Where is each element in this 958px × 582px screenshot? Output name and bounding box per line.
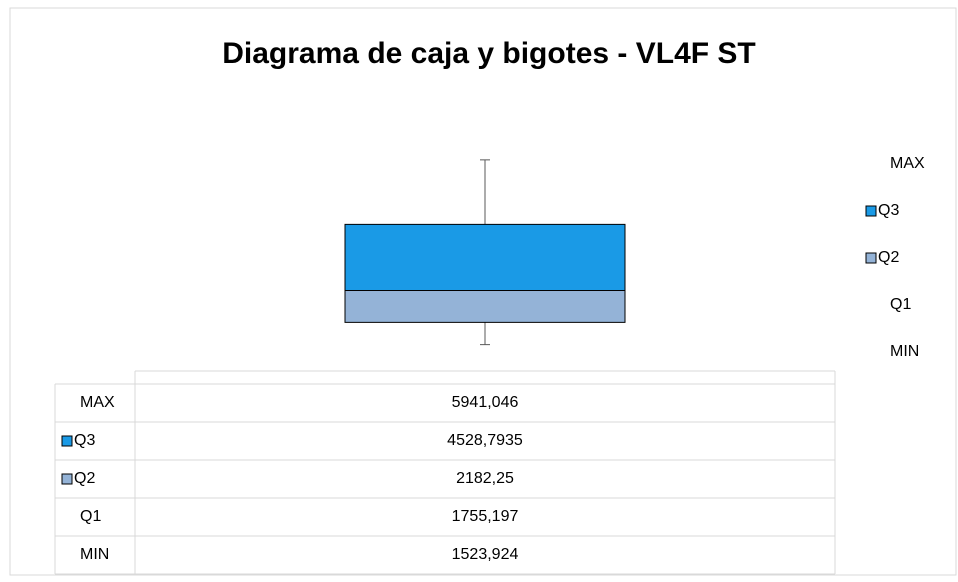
table-row-label: MIN (80, 546, 109, 563)
box-q3 (344, 223, 626, 292)
legend-label: Q3 (878, 202, 899, 219)
legend-label: MAX (890, 155, 925, 172)
legend-label: MIN (890, 343, 919, 360)
table-value: 5941,046 (452, 394, 519, 411)
table-row-label: Q1 (80, 508, 101, 525)
legend-label: Q2 (878, 249, 899, 266)
legend-swatch (865, 252, 877, 264)
table-row-label: MAX (80, 394, 115, 411)
table-value: 2182,25 (456, 470, 514, 487)
table-value: 1755,197 (452, 508, 519, 525)
table-row-label: Q2 (74, 470, 95, 487)
table-row-label: Q3 (74, 432, 95, 449)
legend-swatch (61, 435, 73, 447)
table-value: 1523,924 (452, 546, 519, 563)
table-value: 4528,7935 (447, 432, 523, 449)
legend-swatch (61, 473, 73, 485)
legend-swatch (865, 205, 877, 217)
chart-title: Diagrama de caja y bigotes - VL4F ST (222, 37, 756, 70)
box-q2 (344, 290, 626, 323)
legend-label: Q1 (890, 296, 911, 313)
